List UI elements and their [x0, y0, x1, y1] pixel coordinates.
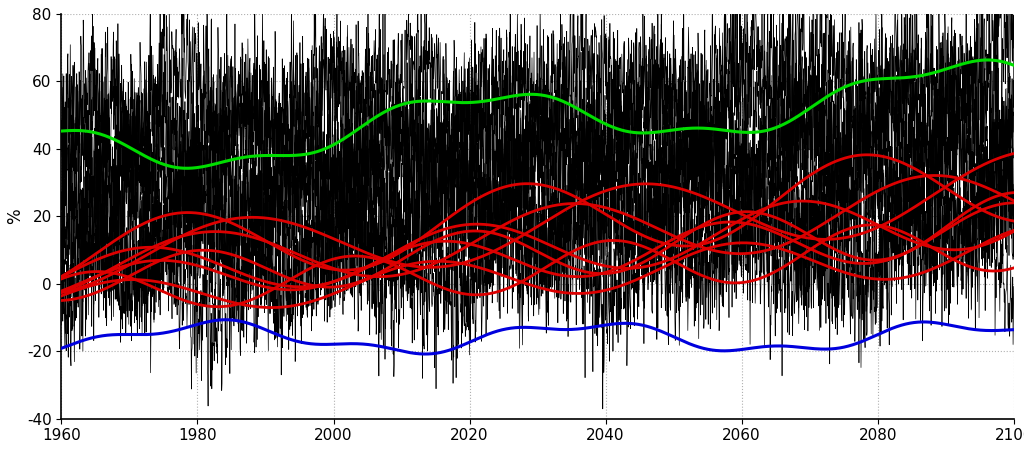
Y-axis label: %: %: [6, 208, 25, 224]
